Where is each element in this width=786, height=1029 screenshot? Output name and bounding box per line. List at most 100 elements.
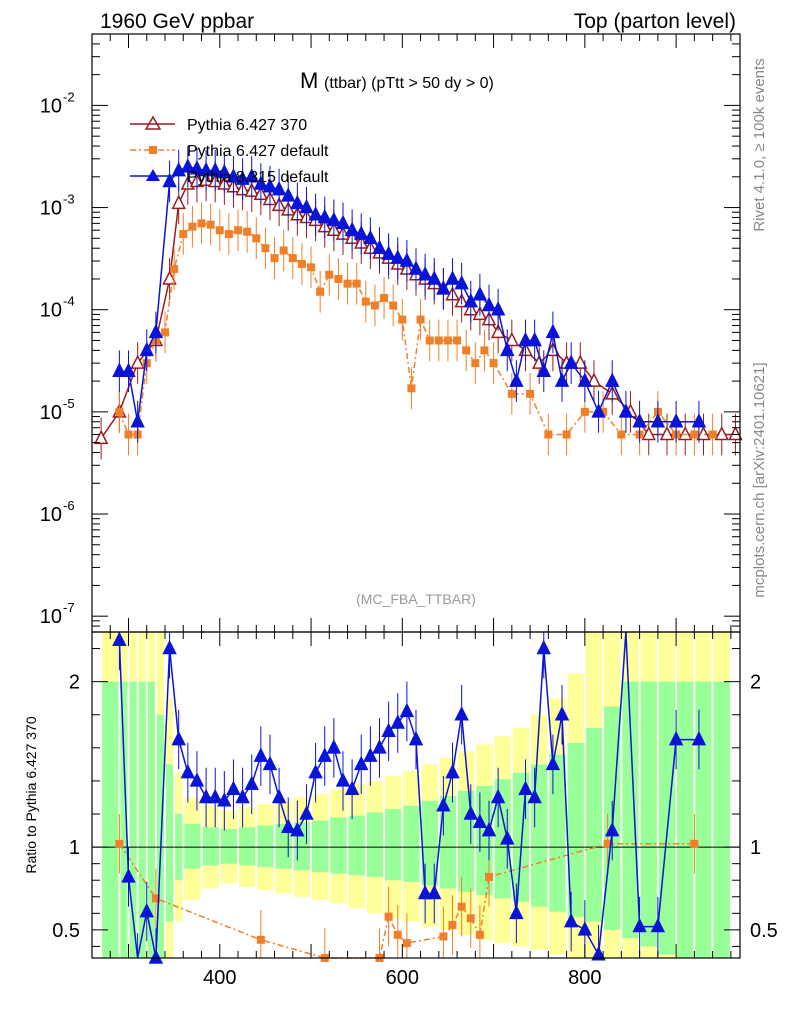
legend-marker-s370 <box>144 115 162 130</box>
ratio-y-tick-label: 2 <box>69 672 80 694</box>
point-def6 <box>507 389 516 398</box>
point-p8 <box>363 229 378 245</box>
ratio-point-p8 <box>121 868 136 883</box>
band-green-bin <box>257 825 274 867</box>
ratio-point-p8 <box>372 739 387 754</box>
ratio-point-p8 <box>317 747 332 762</box>
ratio-frame <box>91 631 741 959</box>
band-green-bin <box>102 681 119 958</box>
point-def6 <box>197 219 206 228</box>
legend-entry-def6: Pythia 6.427 default <box>130 143 329 160</box>
point-def6 <box>690 430 699 439</box>
point-p8 <box>121 362 136 377</box>
ratio-point-p8 <box>509 904 524 920</box>
point-p8 <box>618 403 634 418</box>
ratio-uncertainty-bands <box>92 632 740 958</box>
point-def6 <box>224 230 233 239</box>
point-def6 <box>261 244 270 253</box>
rivet-label: Rivet 4.1.0, ≥ 100k events <box>751 58 768 231</box>
point-def6 <box>407 384 416 393</box>
point-def6 <box>462 346 471 355</box>
point-p8 <box>271 180 287 196</box>
point-p8 <box>454 274 469 290</box>
header-right: Top (parton level) <box>574 10 736 33</box>
point-p8 <box>563 354 579 369</box>
point-p8 <box>335 214 351 230</box>
point-def6 <box>352 279 361 288</box>
band-green-bin <box>348 815 365 876</box>
legend: Pythia 6.427 370 Pythia 6.427 default Py… <box>130 115 329 186</box>
point-def6 <box>425 336 434 345</box>
ratio-point-p8 <box>244 775 259 790</box>
band-green-bin <box>640 681 657 947</box>
point-p8 <box>189 160 205 175</box>
point-def6 <box>188 222 197 231</box>
ratio-point-p8 <box>162 639 177 655</box>
point-p8 <box>436 280 451 295</box>
ratio-point-p8 <box>408 730 424 746</box>
ratio-point-p8 <box>545 755 561 771</box>
ratio-point-p8 <box>563 912 579 928</box>
point-def6 <box>562 430 571 439</box>
point-def6 <box>489 359 498 368</box>
ratio-point-p8 <box>427 884 442 900</box>
point-def6 <box>215 226 224 235</box>
point-p8 <box>139 341 154 357</box>
point-s370 <box>696 425 711 441</box>
band-green-bin <box>585 727 603 922</box>
ratio-line-def6 <box>118 843 695 959</box>
point-def6 <box>398 315 407 324</box>
ratio-point-p8 <box>344 780 360 795</box>
point-s370 <box>728 425 743 441</box>
point-def6 <box>243 227 252 236</box>
point-def6 <box>279 246 288 255</box>
point-p8 <box>390 249 405 264</box>
ratio-point-p8 <box>326 739 342 754</box>
legend-entry-p8: Pythia 8.315 default <box>130 169 329 186</box>
point-p8 <box>463 292 478 308</box>
point-p8 <box>253 175 269 190</box>
point-p8 <box>445 270 460 285</box>
point-s370 <box>678 425 693 441</box>
point-p8 <box>399 252 415 267</box>
point-p8 <box>605 372 620 387</box>
point-def6 <box>370 301 379 310</box>
point-p8 <box>317 208 332 224</box>
band-green-bin <box>330 817 347 874</box>
point-def6 <box>206 220 215 229</box>
point-p8 <box>198 161 214 177</box>
point-def6 <box>453 336 462 345</box>
point-p8 <box>650 413 666 428</box>
ratio-point-p8 <box>390 714 405 729</box>
point-p8 <box>472 286 488 301</box>
ratio-point-def6 <box>115 839 124 848</box>
ratio-point-def6 <box>393 930 402 939</box>
ratio-point-p8 <box>527 788 542 804</box>
point-def6 <box>434 336 443 345</box>
point-p8 <box>372 239 387 254</box>
y-tick-label-exp: -5 <box>63 396 75 411</box>
point-def6 <box>580 407 589 416</box>
band-green-bin <box>239 827 256 866</box>
ratio-point-p8 <box>271 788 287 804</box>
point-def6 <box>361 297 370 306</box>
band-green-bin <box>531 764 548 907</box>
band-green-bin <box>567 742 584 917</box>
band-green-bin <box>220 828 238 864</box>
ratio-point-p8 <box>668 730 684 746</box>
point-p8 <box>591 403 606 418</box>
point-p8 <box>130 413 145 428</box>
ratio-point-p8 <box>290 821 305 837</box>
point-s370 <box>130 354 145 369</box>
ratio-point-p8 <box>198 788 214 804</box>
point-p8 <box>691 413 707 428</box>
point-def6 <box>270 254 279 263</box>
ratio-point-p8 <box>253 747 269 762</box>
ratio-point-p8 <box>445 763 460 779</box>
ratio-point-p8 <box>436 797 451 812</box>
x-tick-label: 400 <box>203 967 236 989</box>
y-tick-label-base: 10 <box>40 504 62 526</box>
point-p8 <box>668 413 684 428</box>
ratio-point-p8 <box>235 788 250 804</box>
